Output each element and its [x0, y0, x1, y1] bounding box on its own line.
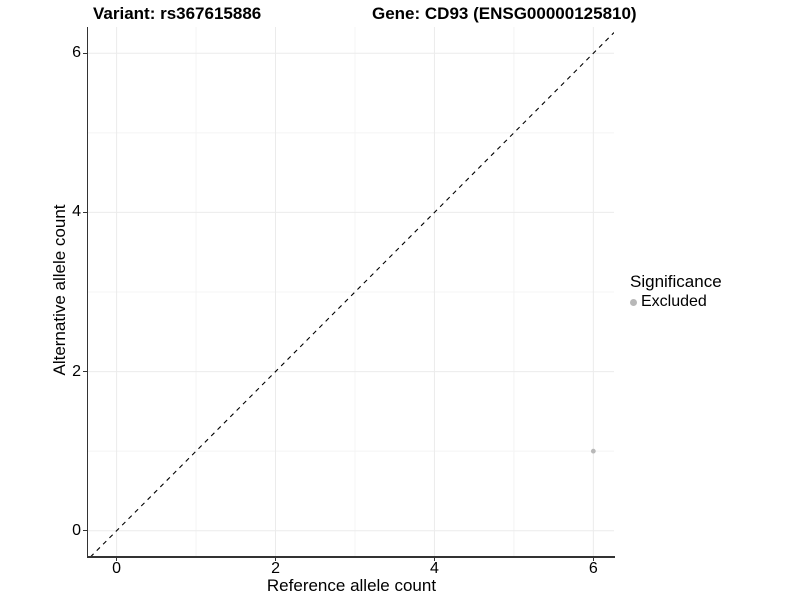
- y-tick-label: 0: [72, 521, 81, 539]
- x-axis-title: Reference allele count: [266, 576, 437, 595]
- y-tick-label: 6: [72, 44, 81, 62]
- legend: Significance Excluded: [630, 272, 722, 311]
- legend-item: Excluded: [630, 293, 722, 311]
- y-tick-mark: [83, 529, 87, 532]
- identity-reference-line: [89, 32, 615, 558]
- legend-items: Excluded: [630, 293, 722, 311]
- y-tick-mark: [83, 52, 87, 54]
- x-tick-mark: [274, 557, 277, 561]
- y-axis-line: [86, 27, 88, 557]
- x-tick-label: 6: [588, 560, 598, 577]
- plot-panel-svg: [88, 27, 615, 558]
- y-tick-mark: [83, 211, 87, 214]
- y-tick-mark: [83, 370, 87, 373]
- legend-item-label: Excluded: [641, 293, 707, 310]
- legend-title: Significance: [630, 272, 722, 291]
- plot-title-gene: Gene: CD93 (ENSG00000125810): [372, 4, 637, 23]
- y-tick-label: 2: [72, 362, 81, 380]
- y-tick-label: 4: [72, 203, 81, 221]
- x-tick-label: 4: [429, 560, 439, 577]
- plot-panel: [88, 27, 615, 558]
- x-tick-mark: [592, 557, 595, 561]
- y-axis-title: Alternative allele count: [50, 204, 69, 376]
- data-point-excluded: [590, 448, 596, 454]
- x-axis-line: [86, 556, 615, 558]
- plot-title-variant: Variant: rs367615886: [93, 4, 262, 23]
- x-tick-label: 2: [271, 560, 280, 577]
- x-tick-mark: [115, 557, 118, 561]
- legend-key-dot-icon: [630, 298, 637, 306]
- x-tick-label: 0: [112, 560, 122, 577]
- x-tick-mark: [433, 557, 436, 561]
